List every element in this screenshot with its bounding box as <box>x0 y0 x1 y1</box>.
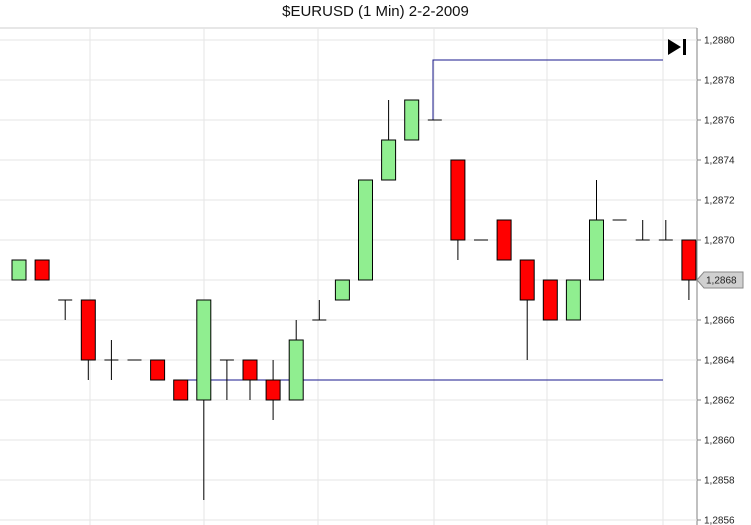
candle <box>58 299 73 320</box>
candle <box>565 279 581 321</box>
y-tick-label: 1,2860 <box>704 436 735 447</box>
candle <box>34 259 50 281</box>
last-price-label: 1,2868 <box>706 276 737 287</box>
candle <box>334 279 350 301</box>
candle <box>635 220 650 241</box>
candle <box>658 220 673 241</box>
candle-body-down <box>496 219 512 261</box>
candle-body-down <box>681 239 697 281</box>
candle <box>288 320 304 401</box>
y-tick-label: 1,2858 <box>704 476 735 487</box>
candle-body-down <box>150 359 166 381</box>
chart-title: $EURUSD (1 Min) 2-2-2009 <box>282 3 469 20</box>
candle-body-down <box>519 259 535 301</box>
candle-body-down <box>542 279 558 321</box>
candle-body-down <box>242 359 258 381</box>
y-tick-label: 1,2870 <box>704 236 735 247</box>
candle <box>519 259 535 360</box>
resistance-line <box>432 59 663 120</box>
candle <box>404 99 420 141</box>
last-price-tag <box>696 271 744 289</box>
candle <box>358 179 373 281</box>
candle-body-up <box>589 219 604 281</box>
candle-body-up <box>381 139 397 181</box>
candle <box>496 219 512 261</box>
y-tick-label: 1,2874 <box>704 156 735 167</box>
candle-body-down <box>34 259 50 281</box>
y-tick-label: 1,2872 <box>704 196 735 207</box>
end-bar-icon <box>683 39 686 55</box>
candle <box>589 180 604 281</box>
candle <box>381 100 397 181</box>
candle-body-up <box>334 279 350 301</box>
candle <box>104 340 119 380</box>
candle-body-up <box>11 259 27 281</box>
y-tick-label: 1,2880 <box>704 36 735 47</box>
candle <box>312 300 327 321</box>
y-tick-label: 1,2876 <box>704 116 735 127</box>
level-lines <box>182 59 663 381</box>
candle <box>11 259 27 281</box>
candle <box>219 359 234 400</box>
candle-body-down <box>265 379 281 401</box>
y-tick-label: 1,2866 <box>704 316 735 327</box>
scroll-to-end-icon[interactable] <box>668 39 686 55</box>
candle <box>450 159 466 260</box>
candle-body-up <box>404 99 420 141</box>
candle <box>542 279 558 321</box>
y-tick-label: 1,2856 <box>704 516 735 525</box>
candle-body-down <box>450 159 466 241</box>
y-tick-label: 1,2862 <box>704 396 735 407</box>
candle <box>265 360 281 420</box>
candle <box>242 359 258 400</box>
candle <box>681 239 697 300</box>
candle-body-up <box>565 279 581 321</box>
candle <box>80 299 96 380</box>
candle-body-up <box>288 339 304 401</box>
candle-body-up <box>358 179 373 281</box>
candles <box>11 99 697 500</box>
candle <box>150 359 166 381</box>
last-price-marker: 1,2868 <box>696 271 744 289</box>
candle-body-up <box>196 299 212 401</box>
y-tick-label: 1,2878 <box>704 76 735 87</box>
candle-body-down <box>173 379 189 401</box>
candle <box>196 299 212 500</box>
candle-body-down <box>80 299 96 361</box>
play-triangle-icon <box>668 39 681 55</box>
candle <box>173 379 189 401</box>
y-tick-label: 1,2864 <box>704 356 735 367</box>
